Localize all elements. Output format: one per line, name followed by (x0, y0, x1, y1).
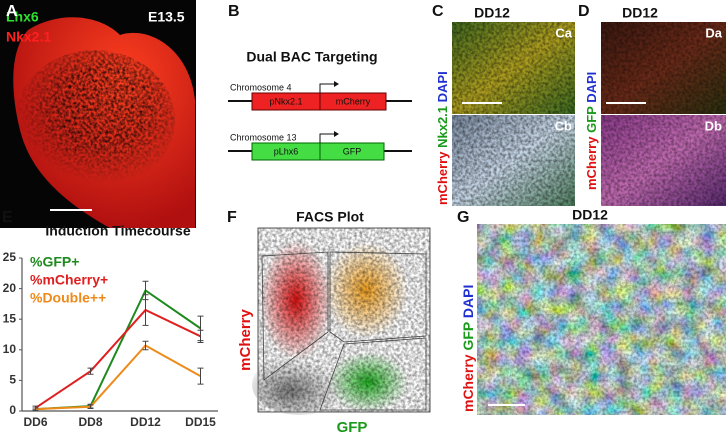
promoter-arrow (319, 133, 334, 143)
arrowhead (334, 131, 339, 137)
stain: DAPI (584, 72, 599, 103)
x-tick-label: DD12 (130, 415, 161, 429)
panel-f: F FACS Plot mCherry GFP (227, 209, 431, 435)
error-bar (87, 404, 94, 410)
subpanel-label: Db (705, 118, 722, 133)
stain-label: mCherry GFP DAPI (584, 72, 599, 190)
stain-label: mCherry Nkx2.1 DAPI (435, 71, 450, 205)
stain: Nkx2.1 (435, 106, 450, 148)
legend-label: %GFP+ (30, 254, 79, 270)
stain: mCherry (460, 354, 476, 412)
y-tick-label: 15 (3, 311, 17, 325)
y-tick-label: 20 (3, 281, 17, 295)
panel-label: A (6, 3, 18, 20)
y-tick-label: 5 (9, 373, 16, 387)
line (35, 344, 201, 411)
promoter: pNkx2.1 (269, 96, 302, 106)
chromosome: Chromosome 13 (230, 132, 297, 142)
chromosome: Chromosome 4 (230, 82, 292, 92)
stage: E13.5 (148, 9, 185, 25)
y-tick-label: 25 (3, 250, 17, 264)
error-bar (32, 407, 39, 411)
error-bar (197, 367, 204, 385)
y-tick-label: 10 (3, 342, 17, 356)
stain: mCherry (435, 151, 450, 205)
promoter: pLhx6 (274, 146, 299, 156)
title: DD12 (572, 207, 608, 223)
error-bar (197, 329, 204, 343)
promoter-arrow (319, 83, 334, 93)
legend-label: %mCherry+ (30, 272, 108, 288)
title: FACS Plot (296, 209, 364, 225)
panel-label: F (227, 209, 237, 226)
x-tick-label: DD15 (185, 415, 216, 429)
panel-g: G DD12 mCherry GFP DAPI (457, 207, 726, 415)
subpanel-label: Cb (555, 118, 572, 133)
line (34, 308, 201, 409)
panel-label: D (578, 3, 590, 20)
panel-label: G (457, 209, 469, 226)
stain: GFP (584, 106, 599, 133)
title: Dual BAC Targeting (246, 49, 377, 65)
stain: mCherry (584, 136, 599, 190)
panel-e: E Induction Timecourse 0 5 10 15 20 25 DD6 DD8 D… (2, 209, 218, 429)
stain: DAPI (435, 71, 450, 102)
texture (452, 115, 575, 206)
error-bar (142, 340, 149, 351)
y-tick-label: 0 (9, 403, 16, 417)
construct (251, 142, 385, 161)
subpanel-label: Da (705, 25, 722, 40)
x-tick-label: DD6 (23, 415, 47, 429)
y-axis-label: mCherry (237, 309, 254, 371)
construct (251, 92, 387, 111)
panel-label: B (228, 3, 240, 20)
stain-label: mCherry GFP DAPI (460, 285, 476, 412)
panel-c: C DD12 mCherry Nkx2.1 DAPI Ca Cb (432, 3, 575, 206)
subpanel-label: Ca (555, 25, 572, 40)
green-signal (15, 50, 175, 190)
texture (452, 22, 575, 114)
texture (477, 224, 726, 415)
panel-label: E (2, 209, 13, 226)
chart-title: Induction Timecourse (45, 223, 190, 239)
title: DD12 (622, 5, 658, 21)
panel-label: C (432, 3, 444, 20)
stain: GFP (460, 322, 476, 351)
arrowhead (334, 81, 339, 87)
reporter: GFP (343, 146, 362, 156)
gates (261, 251, 427, 411)
texture (601, 115, 726, 206)
marker: Lhx6 (6, 9, 39, 25)
panel-a: A Lhx6 Nkx2.1 E13.5 (0, 0, 196, 229)
texture (258, 228, 430, 412)
stain: DAPI (460, 285, 476, 318)
x-tick-label: DD8 (78, 415, 102, 429)
marker: Nkx2.1 (6, 29, 51, 45)
legend-label: %Double++ (30, 290, 106, 306)
error-bar (142, 294, 149, 326)
texture (601, 22, 726, 114)
panel-b: B Dual BAC Targeting Chromosome 4 pNkx2.… (228, 3, 412, 161)
panel-d: D DD12 mCherry GFP DAPI Da Db (578, 3, 726, 206)
x-axis-label: GFP (337, 419, 368, 435)
title: DD12 (474, 5, 510, 21)
reporter: mCherry (336, 96, 371, 106)
error-bar (87, 367, 94, 375)
